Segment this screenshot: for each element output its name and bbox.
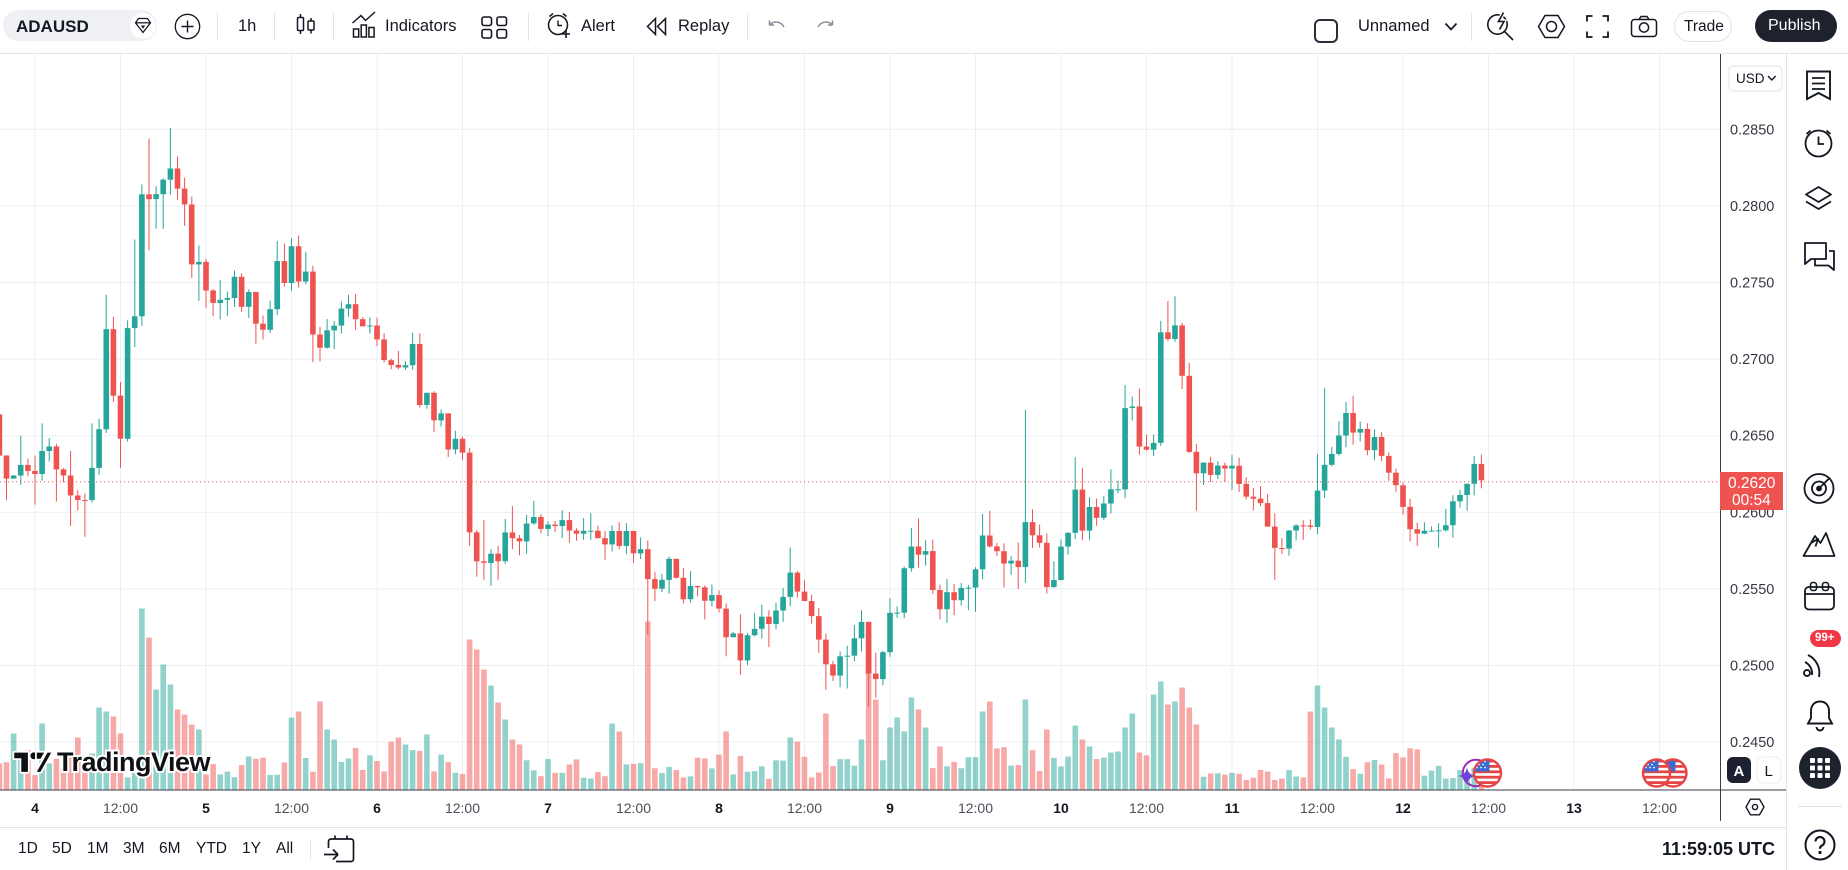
svg-text:12:00: 12:00 (616, 800, 651, 816)
svg-text:12:00: 12:00 (1300, 800, 1335, 816)
svg-text:6: 6 (373, 800, 381, 816)
svg-text:5: 5 (202, 800, 210, 816)
svg-text:0.2500: 0.2500 (1730, 659, 1774, 675)
svg-text:9: 9 (886, 800, 894, 816)
svg-text:0.2620: 0.2620 (1728, 475, 1776, 492)
svg-text:12: 12 (1395, 800, 1411, 816)
svg-text:12:00: 12:00 (1471, 800, 1506, 816)
svg-text:12:00: 12:00 (958, 800, 993, 816)
svg-text:7: 7 (544, 800, 552, 816)
svg-text:12:00: 12:00 (445, 800, 480, 816)
svg-text:0.2850: 0.2850 (1730, 122, 1774, 138)
svg-text:4: 4 (31, 800, 39, 816)
svg-text:8: 8 (715, 800, 723, 816)
svg-text:0.2450: 0.2450 (1730, 735, 1774, 751)
svg-text:12:00: 12:00 (787, 800, 822, 816)
svg-text:00:54: 00:54 (1732, 492, 1771, 509)
svg-text:0.2700: 0.2700 (1730, 352, 1774, 368)
svg-text:11: 11 (1225, 800, 1240, 816)
svg-text:0.2650: 0.2650 (1730, 429, 1774, 445)
svg-text:13: 13 (1566, 800, 1582, 816)
svg-text:12:00: 12:00 (103, 800, 138, 816)
svg-text:12:00: 12:00 (274, 800, 309, 816)
svg-text:TradingView: TradingView (57, 747, 212, 777)
svg-text:12:00: 12:00 (1642, 800, 1677, 816)
svg-text:12:00: 12:00 (1129, 800, 1164, 816)
svg-text:0.2550: 0.2550 (1730, 582, 1774, 598)
svg-text:0.2750: 0.2750 (1730, 276, 1774, 292)
svg-text:10: 10 (1053, 800, 1069, 816)
svg-text:0.2800: 0.2800 (1730, 199, 1774, 215)
svg-text:A: A (1734, 763, 1745, 780)
svg-text:USD: USD (1736, 71, 1765, 86)
svg-text:L: L (1765, 763, 1773, 780)
